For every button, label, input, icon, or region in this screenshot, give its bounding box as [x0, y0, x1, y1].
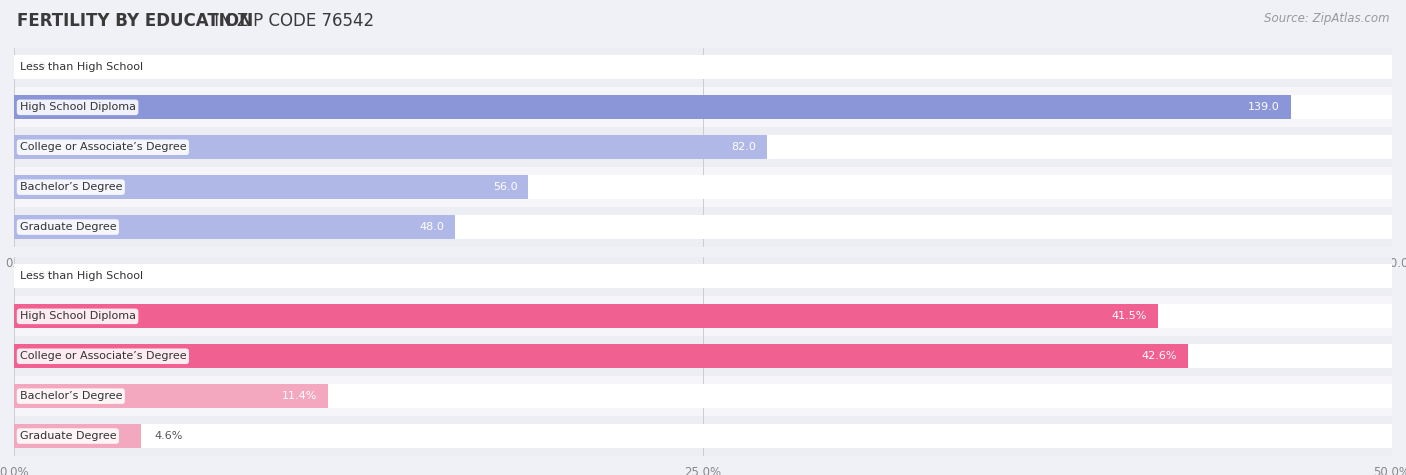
Bar	[14, 207, 1392, 247]
Text: 56.0: 56.0	[494, 182, 517, 192]
Bar	[14, 215, 1392, 239]
Bar	[14, 384, 328, 408]
Text: College or Associate’s Degree: College or Associate’s Degree	[20, 351, 186, 361]
Bar	[14, 56, 1392, 79]
Text: 82.0: 82.0	[731, 142, 756, 152]
Bar	[14, 424, 1392, 448]
Bar	[14, 95, 1392, 119]
Text: Less than High School: Less than High School	[20, 62, 142, 73]
Text: Bachelor’s Degree: Bachelor’s Degree	[20, 391, 122, 401]
Bar	[14, 424, 141, 448]
Text: 11.4%: 11.4%	[281, 391, 318, 401]
Bar	[14, 296, 1392, 336]
Bar	[14, 135, 768, 159]
Text: 4.6%: 4.6%	[155, 431, 183, 441]
Text: 42.6%: 42.6%	[1142, 351, 1177, 361]
Bar	[14, 256, 1392, 296]
Text: Less than High School: Less than High School	[20, 271, 142, 282]
Bar	[14, 135, 1392, 159]
Text: Source: ZipAtlas.com: Source: ZipAtlas.com	[1264, 12, 1389, 25]
Text: 41.5%: 41.5%	[1111, 311, 1147, 322]
Bar	[14, 175, 1392, 199]
Text: Graduate Degree: Graduate Degree	[20, 222, 117, 232]
Text: 48.0: 48.0	[419, 222, 444, 232]
Bar	[14, 127, 1392, 167]
Bar	[14, 265, 1392, 288]
Bar	[14, 48, 1392, 87]
Bar	[14, 416, 1392, 456]
Text: FERTILITY BY EDUCATION: FERTILITY BY EDUCATION	[17, 12, 253, 30]
Text: High School Diploma: High School Diploma	[20, 102, 135, 113]
Bar	[14, 304, 1392, 328]
Text: 139.0: 139.0	[1249, 102, 1279, 113]
Bar	[14, 87, 1392, 127]
Text: Graduate Degree: Graduate Degree	[20, 431, 117, 441]
Text: Bachelor’s Degree: Bachelor’s Degree	[20, 182, 122, 192]
Text: 0.0%: 0.0%	[28, 271, 56, 282]
Bar	[14, 175, 529, 199]
Bar	[14, 304, 1157, 328]
Bar	[14, 95, 1291, 119]
Bar	[14, 336, 1392, 376]
Text: 0.0: 0.0	[28, 62, 45, 73]
Bar	[14, 215, 456, 239]
Text: High School Diploma: High School Diploma	[20, 311, 135, 322]
Bar	[14, 167, 1392, 207]
Bar	[14, 384, 1392, 408]
Bar	[14, 376, 1392, 416]
Text: College or Associate’s Degree: College or Associate’s Degree	[20, 142, 186, 152]
Text: IN ZIP CODE 76542: IN ZIP CODE 76542	[208, 12, 374, 30]
Bar	[14, 344, 1392, 368]
Bar	[14, 344, 1188, 368]
